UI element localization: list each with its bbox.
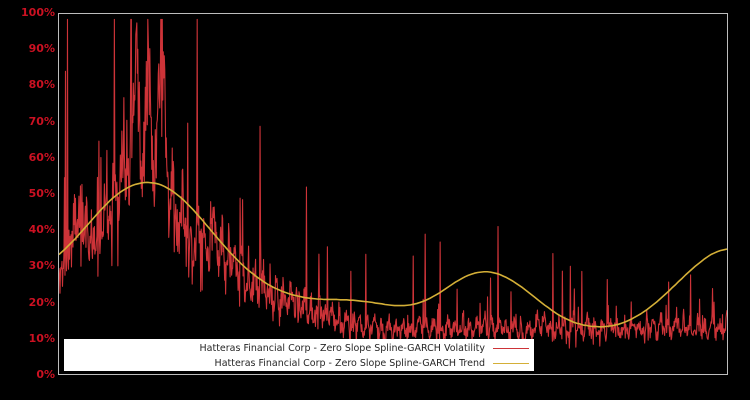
series-line-trend (59, 182, 727, 326)
legend-entry-trend: Hatteras Financial Corp - Zero Slope Spl… (65, 356, 535, 371)
y-axis-tick-label: 100% (21, 6, 55, 19)
y-axis-tick-label: 60% (28, 150, 55, 164)
legend-entry-volatility: Hatteras Financial Corp - Zero Slope Spl… (65, 341, 535, 356)
y-axis-tick-label: 10% (28, 331, 55, 345)
legend-swatch-trend (493, 363, 529, 364)
y-axis-tick-label: 0% (36, 368, 55, 381)
series-line-volatility (59, 19, 727, 348)
y-axis-tick-label: 30% (28, 259, 55, 273)
y-axis-tick-label: 70% (28, 114, 55, 128)
y-axis-tick-label: 80% (28, 78, 55, 92)
legend-label-volatility: Hatteras Financial Corp - Zero Slope Spl… (199, 343, 485, 354)
y-axis-tick-label: 50% (28, 187, 55, 200)
chart-legend: Hatteras Financial Corp - Zero Slope Spl… (64, 339, 534, 371)
y-axis-tick-label: 90% (28, 42, 55, 56)
y-axis-tick-label: 40% (28, 223, 55, 237)
legend-label-trend: Hatteras Financial Corp - Zero Slope Spl… (214, 358, 485, 369)
y-axis-tick-label: 20% (28, 295, 55, 309)
legend-swatch-volatility (493, 348, 529, 349)
chart-plot-svg (59, 14, 727, 374)
plot-area (58, 13, 728, 375)
